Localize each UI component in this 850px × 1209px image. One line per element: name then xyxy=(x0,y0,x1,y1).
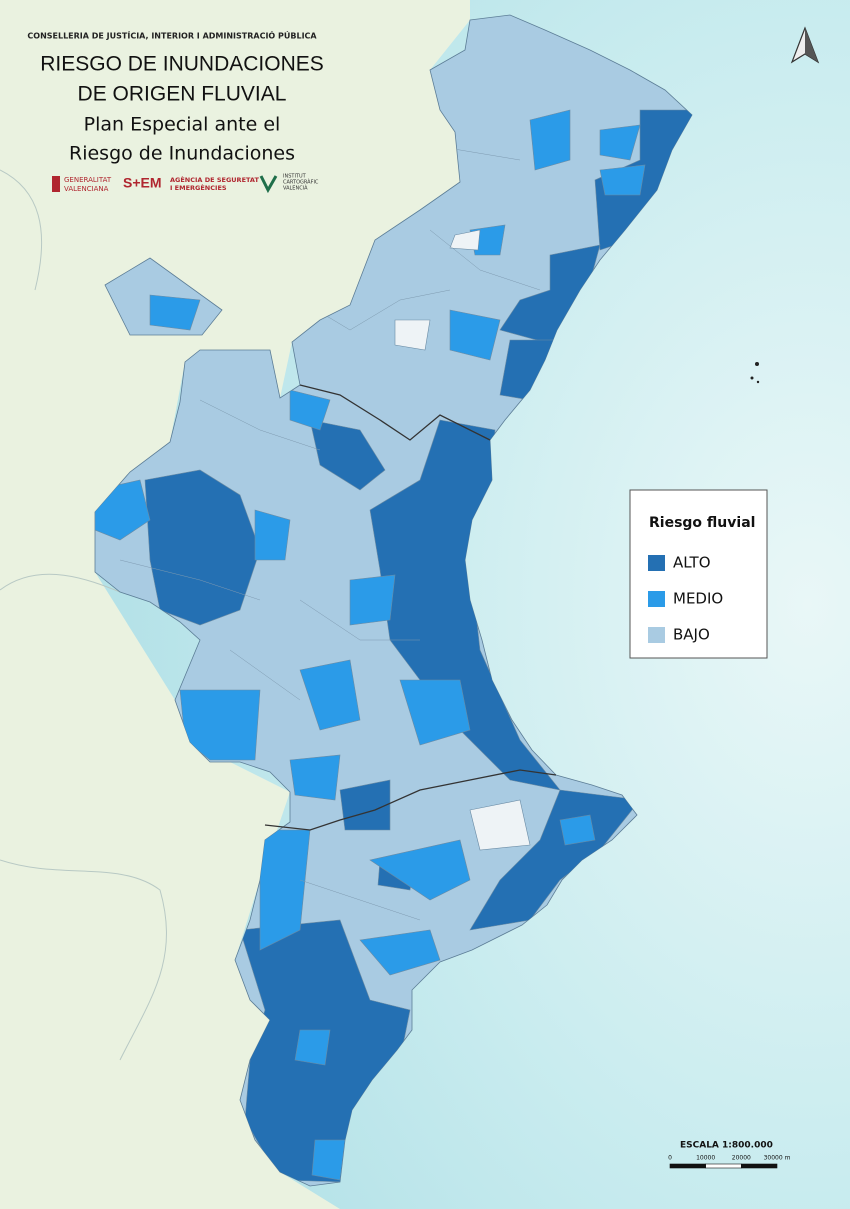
legend-label: ALTO xyxy=(673,554,711,572)
risk-area xyxy=(529,109,571,171)
logo-mark xyxy=(52,176,60,192)
logo-text: CARTOGRÀFIC xyxy=(283,179,319,186)
scale-label: ESCALA 1:800.000 xyxy=(680,1141,773,1151)
risk-area xyxy=(309,419,386,491)
risk-areas xyxy=(95,109,692,1183)
risk-area xyxy=(299,659,361,731)
legend-label: BAJO xyxy=(673,626,710,644)
logo-text: AGÈNCIA DE SEGURETAT xyxy=(170,175,259,184)
risk-area xyxy=(254,509,291,561)
scale-tick: 10000 xyxy=(696,1155,715,1162)
island xyxy=(756,380,760,384)
logo-text: VALENCIÀ xyxy=(283,185,308,192)
risk-area xyxy=(144,469,261,626)
risk-area xyxy=(394,319,431,351)
province-border xyxy=(299,384,491,441)
logo-text: VALENCIANA xyxy=(64,185,109,193)
subtitle: Riesgo de Inundaciones xyxy=(69,143,295,165)
scale-tick: 20000 xyxy=(732,1155,751,1162)
legend-label: MEDIO xyxy=(673,590,723,608)
risk-area xyxy=(289,389,331,431)
agency: CONSELLERIA DE JUSTÍCIA, INTERIOR I ADMI… xyxy=(27,30,317,41)
risk-area xyxy=(349,574,396,626)
title: DE ORIGEN FLUVIAL xyxy=(78,83,287,106)
risk-area xyxy=(599,124,641,161)
scale-tick: 0 xyxy=(668,1155,672,1162)
island xyxy=(755,362,759,366)
risk-area xyxy=(559,814,596,846)
scale-segment xyxy=(705,1163,742,1169)
scale-segment xyxy=(741,1163,778,1169)
risk-area xyxy=(289,754,341,801)
province-border xyxy=(264,769,557,831)
subtitle: Plan Especial ante el xyxy=(84,114,281,136)
scale-tick: 30000 m xyxy=(764,1155,791,1162)
risk-area xyxy=(259,829,311,951)
risk-area xyxy=(294,1029,331,1066)
risk-area xyxy=(449,309,501,361)
legend-title: Riesgo fluvial xyxy=(649,515,755,531)
risk-area xyxy=(399,679,471,746)
risk-area xyxy=(311,1139,346,1181)
border-line xyxy=(0,169,167,1061)
legend: Riesgo fluvial ALTO MEDIO BAJO xyxy=(629,489,768,659)
logo-text: INSTITUT xyxy=(283,174,307,180)
logo-mark xyxy=(259,175,278,194)
island xyxy=(750,376,754,380)
risk-area xyxy=(599,164,646,196)
risk-area xyxy=(149,294,201,331)
scale-bar: ESCALA 1:800.000 0 10000 20000 30000 m xyxy=(668,1141,791,1169)
logo-text: S+EM xyxy=(123,175,162,191)
legend-swatch xyxy=(648,555,665,571)
risk-area xyxy=(449,229,481,251)
title: RIESGO DE INUNDACIONES xyxy=(40,53,324,76)
risk-area xyxy=(369,839,471,901)
legend-swatch xyxy=(648,591,665,607)
risk-area xyxy=(359,929,441,976)
risk-area xyxy=(339,779,391,831)
logo-text: GENERALITAT xyxy=(64,176,112,184)
north-arrow xyxy=(805,28,818,62)
risk-area xyxy=(469,799,531,851)
logo-text: I EMERGÈNCIES xyxy=(170,183,227,192)
legend-swatch xyxy=(648,627,665,643)
scale-segment xyxy=(669,1163,706,1169)
risk-area xyxy=(499,244,601,346)
